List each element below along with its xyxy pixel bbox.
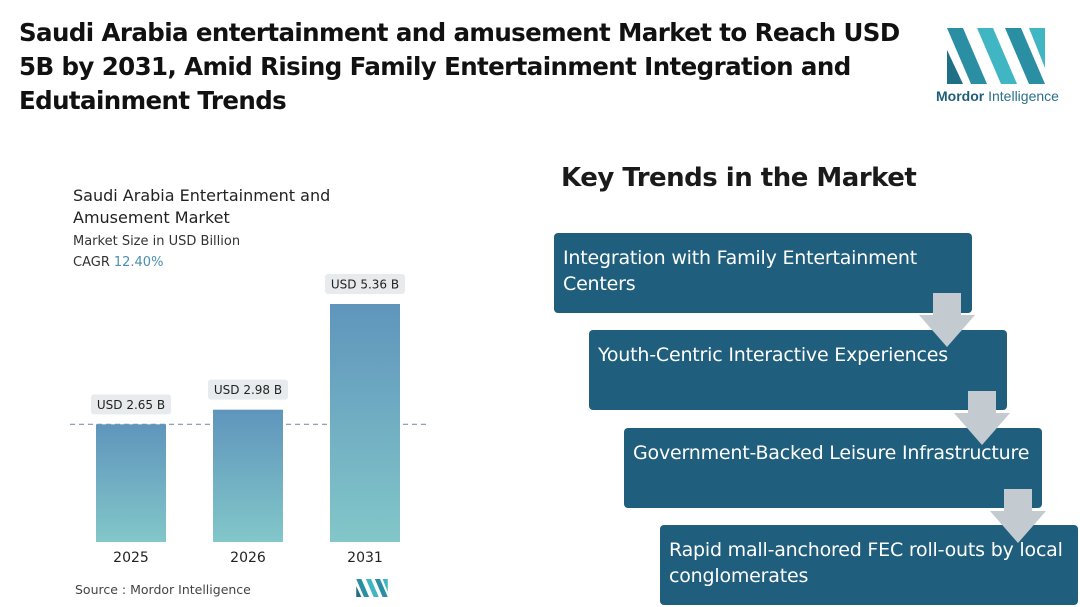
bar-2026 bbox=[213, 409, 283, 542]
bar-2031 bbox=[330, 304, 400, 542]
data-label-bg bbox=[208, 379, 288, 400]
x-tick-2025: 2025 bbox=[113, 550, 149, 566]
bar-2025 bbox=[96, 424, 166, 542]
trend-label: Youth-Centric Interactive Experiences bbox=[598, 344, 948, 366]
chart-subtitle: Market Size in USD Billion bbox=[73, 234, 241, 249]
down-arrow-icon bbox=[990, 489, 1046, 543]
mordor-intelligence-logo: Mordor Intelligence bbox=[936, 28, 1059, 106]
trend-item-mall-fec-rollouts: Rapid mall-anchored FEC roll-outs by loc… bbox=[660, 525, 1078, 605]
data-label-bg bbox=[325, 274, 405, 294]
cagr-label: CAGR bbox=[73, 255, 110, 270]
trend-label: Integration with Family Entertainment Ce… bbox=[563, 247, 917, 295]
trend-label: Government-Backed Leisure Infrastructure bbox=[633, 442, 1030, 464]
source-note: Source : Mordor Intelligence bbox=[75, 582, 251, 597]
page-title: Saudi Arabia entertainment and amusement… bbox=[19, 18, 900, 115]
trend-label: Rapid mall-anchored FEC roll-outs by loc… bbox=[669, 539, 1063, 587]
mordor-mini-logo-icon bbox=[356, 579, 388, 597]
key-trends-title: Key Trends in the Market bbox=[561, 163, 917, 193]
x-tick-2031: 2031 bbox=[347, 550, 383, 566]
down-arrow-icon bbox=[919, 293, 975, 347]
cagr-value: 12.40% bbox=[113, 255, 164, 270]
chart-title: Saudi Arabia Entertainment and Amusement… bbox=[73, 186, 331, 227]
market-size-bar-chart: USD 2.65 B 2025 USD 2.98 B 2026 USD 5.36 B 20… bbox=[70, 274, 428, 566]
logo-wordmark: Mordor Intelligence bbox=[936, 88, 1059, 104]
data-label-2031: USD 5.36 B bbox=[331, 278, 399, 292]
trend-item-family-entertainment: Integration with Family Entertainment Ce… bbox=[554, 233, 972, 313]
down-arrow-icon bbox=[954, 391, 1010, 445]
mordor-logo-icon bbox=[947, 28, 1045, 84]
data-label-bg bbox=[91, 394, 171, 415]
data-label-2025: USD 2.65 B bbox=[97, 398, 165, 412]
chart-cagr: CAGR 12.40% bbox=[73, 255, 163, 270]
x-tick-2026: 2026 bbox=[230, 550, 266, 566]
data-label-2026: USD 2.98 B bbox=[214, 383, 282, 397]
trend-item-youth-interactive: Youth-Centric Interactive Experiences bbox=[589, 330, 1007, 410]
trend-item-government-leisure: Government-Backed Leisure Infrastructure bbox=[624, 428, 1042, 508]
